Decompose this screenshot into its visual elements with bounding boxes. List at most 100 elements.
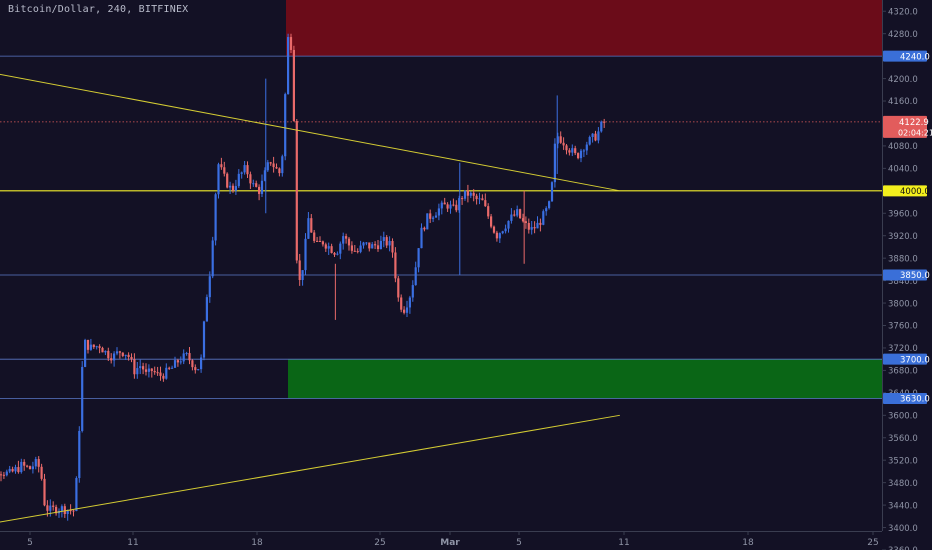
zones-layer <box>286 0 882 399</box>
candle-body <box>194 367 197 371</box>
level-label-3850.0: 3850.0 <box>900 271 930 281</box>
x-tick-label: 18 <box>742 538 754 548</box>
candle-body <box>550 182 554 202</box>
candle-body <box>292 49 295 122</box>
candle-body <box>542 211 545 225</box>
candle-body <box>478 198 481 200</box>
candle-body <box>597 131 600 141</box>
candle-body <box>246 165 249 175</box>
candle-body <box>127 354 130 357</box>
candle-body <box>524 221 527 223</box>
y-tick-label: 4200.0 <box>888 75 918 85</box>
candle-body <box>179 361 182 363</box>
candle-body <box>159 372 162 376</box>
candle-body <box>318 241 322 243</box>
candle-body <box>588 136 591 145</box>
candle-body <box>95 346 98 348</box>
x-tick-label: 11 <box>618 538 629 548</box>
candle-body <box>446 204 449 209</box>
candle-body <box>347 238 351 246</box>
candle-body <box>118 351 121 353</box>
candle-body <box>121 352 124 356</box>
candle-body <box>504 228 507 232</box>
candle-body <box>240 172 243 174</box>
level-label-bg <box>883 353 927 365</box>
y-tick-label: 4080.0 <box>888 142 918 152</box>
candle-body <box>434 215 438 218</box>
candle-body <box>548 201 551 209</box>
x-tick-label: 25 <box>374 538 385 548</box>
candle-body <box>327 246 330 249</box>
candle-body <box>269 162 272 164</box>
candle-body <box>72 510 75 512</box>
candle-body <box>443 202 446 205</box>
candle-body <box>359 245 362 252</box>
candle-body <box>84 339 87 367</box>
candle-body <box>304 238 307 271</box>
candle-body <box>553 143 556 183</box>
candle-body <box>371 244 374 249</box>
candle-body <box>582 150 585 152</box>
candle-body <box>527 222 530 230</box>
candle-body <box>43 478 46 506</box>
candle-body <box>426 213 429 230</box>
candle-body <box>565 145 568 151</box>
y-tick-label: 3520.0 <box>888 456 918 466</box>
level-label-bg <box>883 392 927 404</box>
candle-body <box>394 252 397 279</box>
candle-body <box>414 267 417 286</box>
levels-layer <box>0 55 882 399</box>
time-axis[interactable]: 5 11 18 25 Mar 5 11 18 25 <box>0 531 882 550</box>
candle-body <box>556 136 559 144</box>
candle-body <box>20 461 23 473</box>
candle-body <box>34 459 37 467</box>
candle-body <box>205 297 208 322</box>
symbol-title: Bitcoin/Dollar, 240, BITFINEX <box>8 4 189 15</box>
candle-body <box>307 218 310 239</box>
candle-body <box>2 474 5 476</box>
candle-body <box>133 359 136 375</box>
candle-body <box>150 368 153 372</box>
candle-body <box>490 216 493 227</box>
x-tick-label: Mar <box>440 538 460 548</box>
candle-body <box>229 185 232 188</box>
candle-body <box>345 236 348 239</box>
candle-body <box>266 162 269 171</box>
candle-body <box>113 353 116 361</box>
level-label-bg <box>883 269 927 281</box>
candle-body <box>330 246 333 253</box>
candle-body <box>594 133 597 141</box>
candle-body <box>324 244 327 249</box>
x-tick-label: 5 <box>27 538 33 548</box>
candle-body <box>200 357 203 370</box>
candle-body <box>60 506 63 511</box>
candle-body <box>162 375 165 379</box>
candle-body <box>455 204 458 211</box>
candle-body <box>234 186 237 191</box>
candle-body <box>23 461 26 466</box>
candle-body <box>139 366 142 369</box>
candle-body <box>144 369 148 372</box>
last-price-label-bg <box>883 115 927 138</box>
candle-body <box>11 468 14 472</box>
candle-body <box>295 121 298 261</box>
candle-body <box>400 297 403 310</box>
y-tick-label: 3400.0 <box>888 524 918 534</box>
candle-body <box>342 236 345 244</box>
candle-body <box>301 270 304 281</box>
candle-body <box>168 367 171 369</box>
candle-body <box>463 190 467 199</box>
candle-body <box>252 183 255 185</box>
y-tick-label: 4280.0 <box>888 30 918 40</box>
candle-body <box>579 150 583 159</box>
candle-body <box>176 360 179 363</box>
candle-body <box>539 222 542 225</box>
time-axis-bg <box>0 531 882 550</box>
candle-body <box>536 222 539 229</box>
candle-body <box>391 240 394 253</box>
candle-body <box>281 156 284 174</box>
candle-body <box>37 459 40 467</box>
candle-body <box>397 278 400 298</box>
candle-body <box>104 350 107 353</box>
